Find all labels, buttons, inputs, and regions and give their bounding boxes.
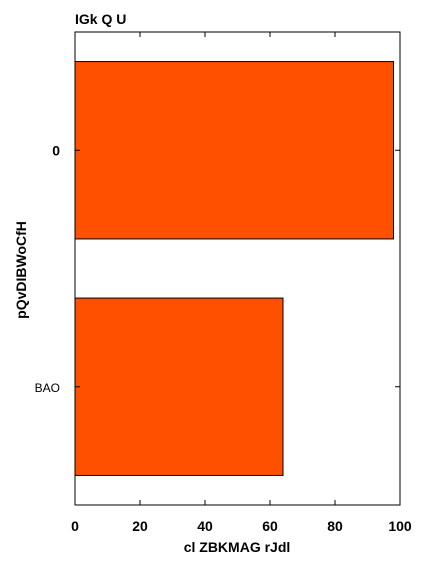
- chart-title: IGk Q U: [75, 11, 126, 27]
- y-ticks-group: 0 BAO: [35, 142, 400, 395]
- y-tick-label: BAO: [35, 381, 60, 395]
- x-tick-label: 20: [132, 518, 148, 534]
- y-axis-label: pQvDIBWoCfH: [13, 221, 29, 319]
- x-ticks-group: 0 20 40 60 80 100: [71, 32, 412, 534]
- x-tick-label: 40: [197, 518, 213, 534]
- bars-group: [74, 61, 394, 476]
- plot-frame: [74, 31, 401, 506]
- bar-1: [74, 297, 284, 476]
- bar-0: [74, 61, 394, 240]
- x-tick-label: 0: [71, 518, 79, 534]
- x-axis-label: cl ZBKMAG rJdl: [184, 539, 291, 555]
- x-tick-label: 100: [388, 518, 412, 534]
- x-tick-label: 80: [327, 518, 343, 534]
- y-tick-label: 0: [52, 142, 60, 158]
- x-tick-label: 60: [262, 518, 278, 534]
